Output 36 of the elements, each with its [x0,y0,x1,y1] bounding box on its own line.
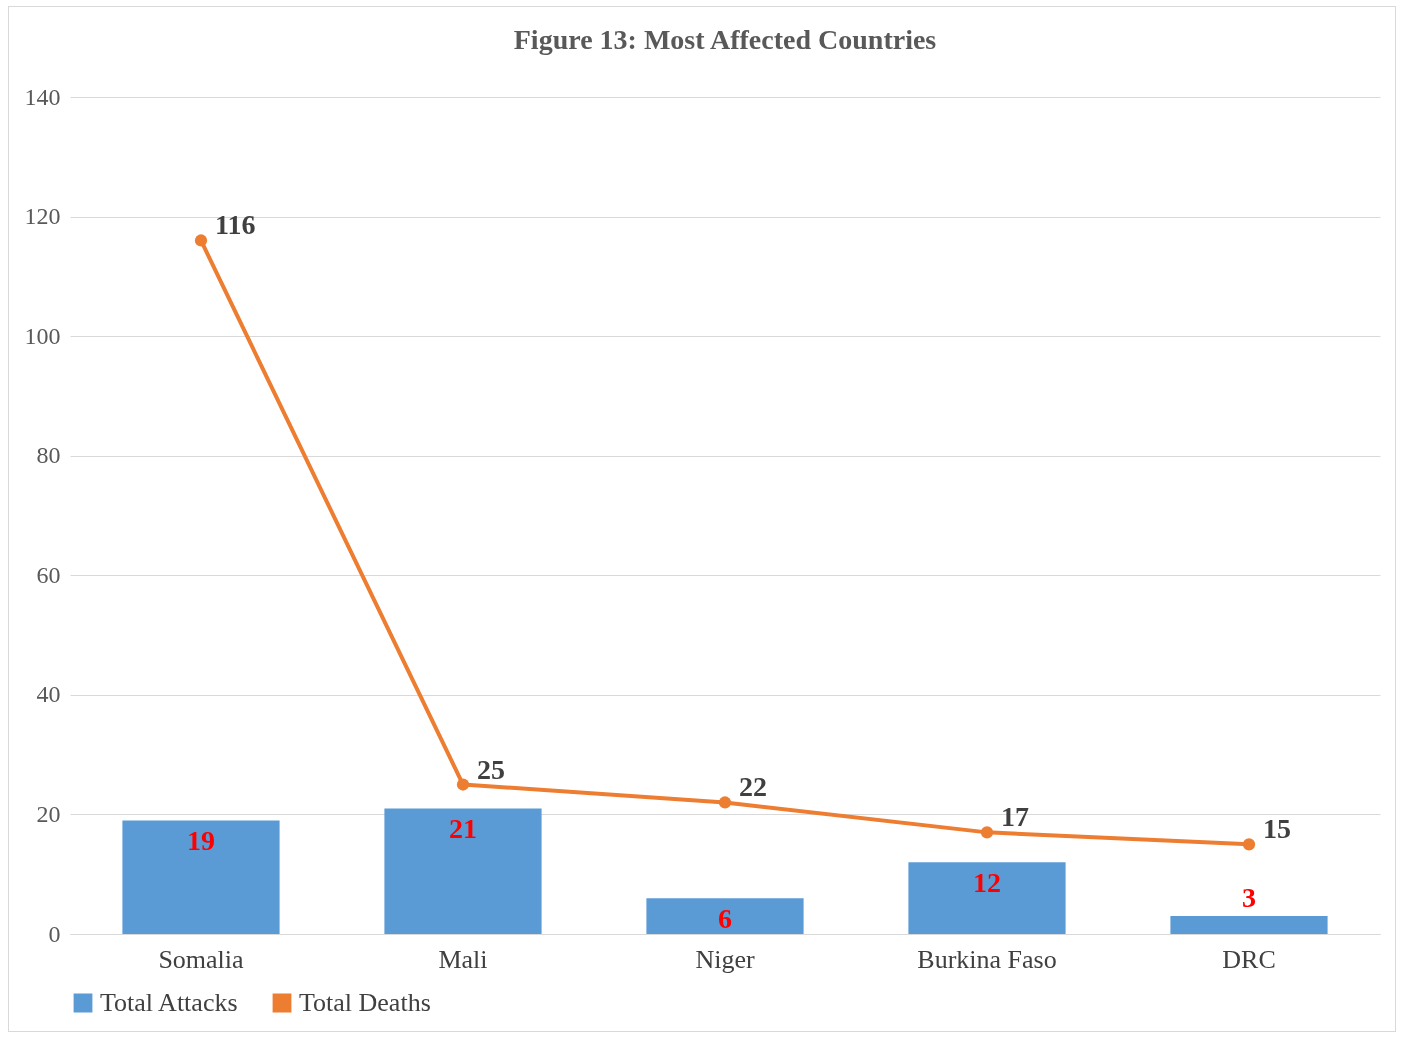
y-tick-label: 100 [24,322,61,349]
data-label: 116 [215,209,256,241]
bar [122,820,280,934]
point [980,826,994,839]
bar [384,808,542,934]
data-label: 25 [477,753,505,785]
x-tick-label: Somalia [158,944,245,974]
data-label: 22 [739,771,767,803]
y-tick-label: 20 [36,800,61,827]
y-tick-label: 40 [36,681,61,708]
point [718,796,732,809]
x-tick-label: DRC [1222,944,1276,974]
y-tick-label: 140 [24,83,61,110]
bar [1170,916,1328,934]
point [1242,838,1256,851]
x-tick-label: Burkina Faso [917,944,1057,974]
point [456,778,470,791]
data-label: 12 [973,867,1001,899]
data-label: 15 [1263,813,1291,845]
y-tick-label: 120 [24,203,61,230]
x-tick-label: Mali [438,944,488,974]
y-tick-label: 0 [48,920,61,947]
y-tick-label: 80 [36,442,61,469]
bar [908,862,1066,934]
x-tick-label: Niger [695,944,755,974]
data-label: 3 [1242,882,1256,914]
point [194,234,208,247]
data-label: 17 [1001,801,1029,833]
legend-label: Total Deaths [299,988,431,1017]
legend-label: Total Attacks [100,988,238,1017]
chart-title: Figure 13: Most Affected Countries [513,24,937,55]
data-label: 19 [187,825,215,857]
bar [646,898,804,934]
y-tick-label: 60 [36,561,61,588]
data-label: 21 [449,813,477,845]
data-label: 6 [718,903,732,935]
